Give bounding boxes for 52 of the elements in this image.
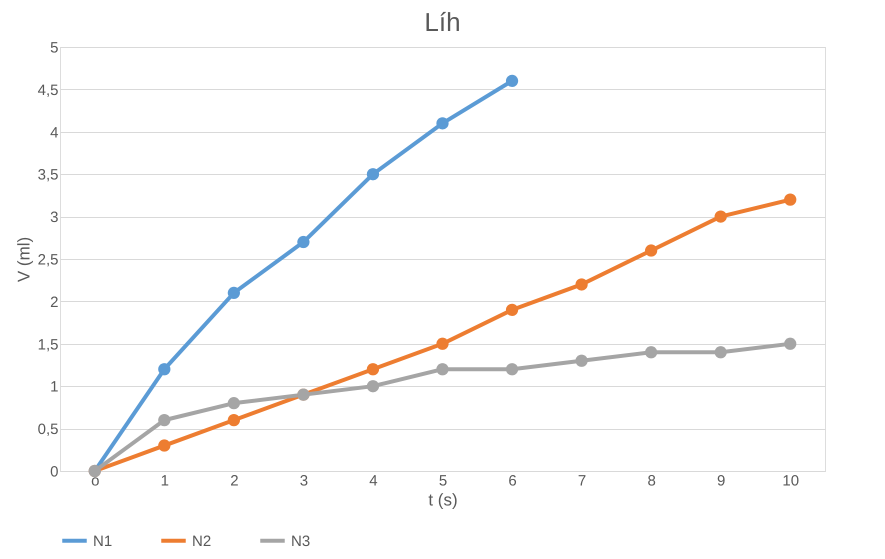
x-tick-label: 10 xyxy=(782,472,800,490)
point xyxy=(366,168,380,180)
x-tick-label: 7 xyxy=(578,472,586,490)
x-tick-label: 2 xyxy=(230,472,239,490)
x-axis-title: t (s) xyxy=(428,490,458,510)
y-axis-title: V (ml) xyxy=(14,236,34,282)
y-tick-label: 3 xyxy=(50,209,58,226)
y-tick-label: 3,5 xyxy=(38,166,58,184)
chart-title: Líh xyxy=(424,7,461,37)
y-tick-label: 1 xyxy=(50,378,58,396)
y-tick-label: 1,5 xyxy=(38,336,58,354)
point xyxy=(366,380,380,392)
point xyxy=(158,439,170,452)
x-tick-label: 5 xyxy=(438,472,448,490)
point xyxy=(575,278,588,291)
point xyxy=(506,363,518,376)
point xyxy=(575,354,588,367)
x-tick-label: 8 xyxy=(647,472,656,490)
point xyxy=(506,74,518,88)
x-tick-label: 6 xyxy=(508,472,517,490)
point xyxy=(784,194,796,206)
y-tick-label: 4 xyxy=(50,124,58,142)
point xyxy=(366,363,380,376)
point xyxy=(228,286,240,300)
point xyxy=(714,346,727,358)
y-tick-label: 5 xyxy=(50,40,58,56)
point xyxy=(436,338,449,350)
point xyxy=(784,338,796,350)
y-tick-label: 4,5 xyxy=(38,82,58,99)
x-tick-label: 4 xyxy=(369,472,378,490)
point xyxy=(645,346,658,358)
point xyxy=(297,236,310,248)
legend-label: N2 xyxy=(192,532,212,550)
point xyxy=(506,304,518,316)
y-tick-label: 0,5 xyxy=(38,421,58,438)
x-tick-label: 3 xyxy=(300,472,308,490)
point xyxy=(228,397,240,410)
legend-label: N1 xyxy=(93,532,112,550)
point xyxy=(436,117,449,130)
point xyxy=(645,244,658,257)
point xyxy=(714,210,727,223)
y-tick-label: 2 xyxy=(50,294,58,311)
x-tick-label: 1 xyxy=(160,472,169,490)
point xyxy=(158,414,170,426)
y-tick-label: 0 xyxy=(50,464,58,480)
x-tick-label: 9 xyxy=(717,472,726,490)
point xyxy=(158,363,170,376)
point xyxy=(228,414,240,426)
legend-label: N3 xyxy=(291,532,310,550)
y-tick-label: 2,5 xyxy=(38,252,58,268)
x-tick-label: o xyxy=(91,472,100,490)
point xyxy=(436,363,449,376)
